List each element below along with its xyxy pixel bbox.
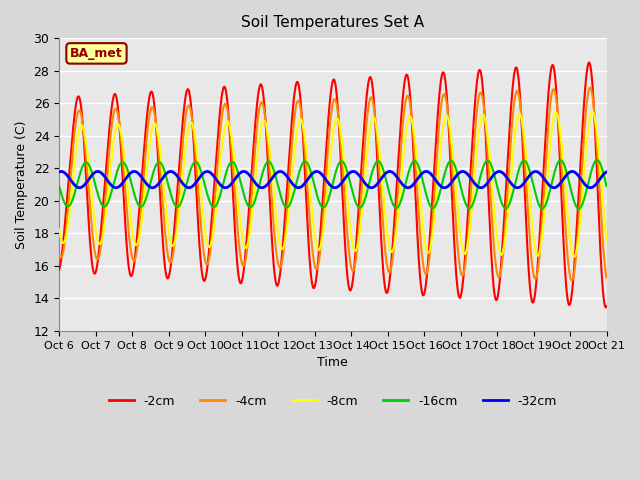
-32cm [238, 169, 246, 175]
-8cm [164, 221, 172, 227]
-4cm [238, 261, 246, 267]
-32cm [538, 173, 546, 179]
-2cm [538, 202, 545, 208]
-16cm [538, 205, 545, 211]
-2cm [418, 288, 426, 294]
Legend: -2cm, -4cm, -8cm, -16cm, -32cm: -2cm, -4cm, -8cm, -16cm, -32cm [104, 390, 562, 413]
Title: Soil Temperatures Set A: Soil Temperatures Set A [241, 15, 424, 30]
-16cm [418, 174, 426, 180]
-8cm [418, 212, 426, 217]
-4cm [418, 249, 426, 255]
-2cm [55, 267, 63, 273]
-32cm [55, 169, 63, 175]
-32cm [419, 170, 426, 176]
-2cm [238, 277, 246, 283]
-32cm [490, 172, 498, 178]
Text: BA_met: BA_met [70, 47, 123, 60]
-2cm [490, 279, 497, 285]
-4cm [568, 277, 576, 283]
-32cm [313, 168, 321, 174]
Line: -2cm: -2cm [59, 62, 607, 308]
-32cm [331, 185, 339, 191]
-8cm [238, 233, 246, 239]
-4cm [55, 252, 63, 257]
-4cm [603, 275, 611, 280]
Line: -4cm: -4cm [59, 88, 607, 280]
-8cm [589, 109, 596, 115]
-16cm [177, 200, 185, 206]
-16cm [238, 185, 246, 191]
-8cm [55, 227, 63, 232]
-8cm [177, 192, 185, 197]
-8cm [570, 254, 578, 260]
-4cm [490, 234, 497, 240]
-32cm [177, 178, 185, 184]
-2cm [177, 141, 185, 146]
-4cm [177, 163, 185, 169]
Line: -16cm: -16cm [59, 160, 607, 209]
-2cm [164, 276, 172, 281]
Line: -8cm: -8cm [59, 112, 607, 257]
-2cm [602, 305, 610, 311]
-8cm [603, 238, 611, 243]
-16cm [603, 183, 611, 189]
-8cm [490, 196, 497, 202]
-32cm [603, 169, 611, 175]
-2cm [603, 303, 611, 309]
Y-axis label: Soil Temperature (C): Soil Temperature (C) [15, 120, 28, 249]
-16cm [55, 183, 63, 189]
-4cm [538, 228, 545, 233]
-16cm [490, 168, 497, 174]
Line: -32cm: -32cm [59, 171, 607, 188]
-8cm [538, 238, 545, 243]
-2cm [585, 60, 593, 65]
-32cm [164, 170, 172, 176]
-4cm [586, 85, 594, 91]
-16cm [164, 179, 172, 185]
X-axis label: Time: Time [317, 356, 348, 369]
-16cm [593, 157, 601, 163]
-4cm [164, 251, 172, 256]
-16cm [575, 206, 582, 212]
